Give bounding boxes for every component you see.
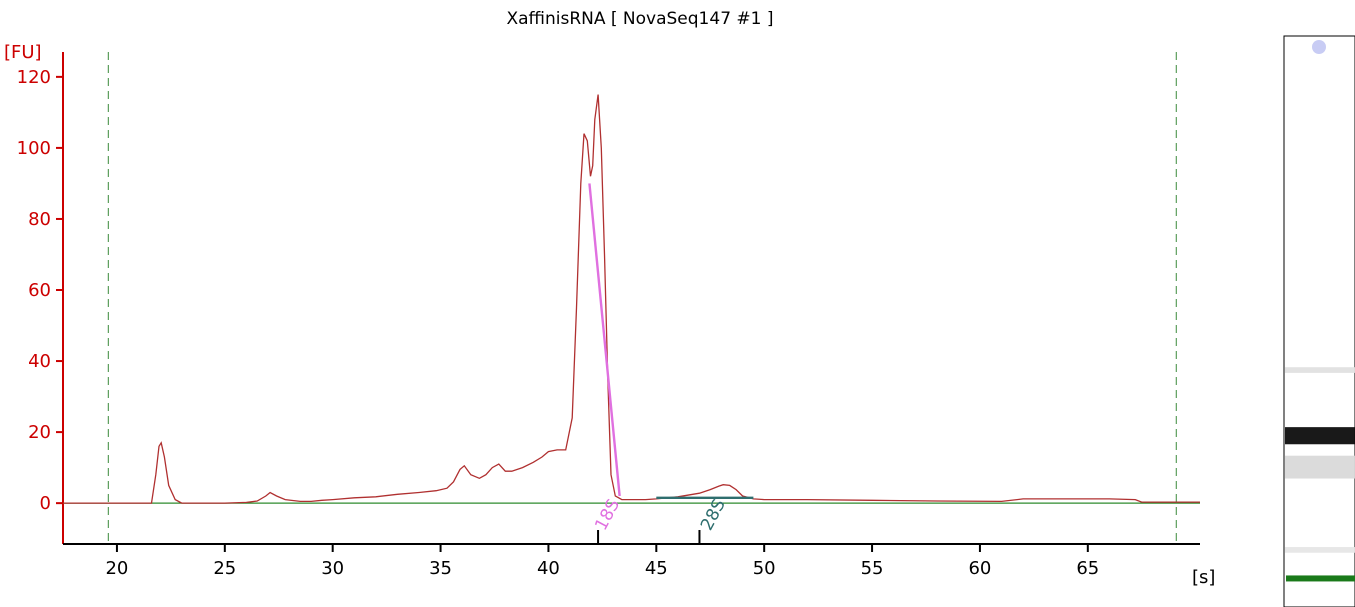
y-tick-label: 120: [17, 67, 51, 88]
x-tick-label: 50: [753, 558, 776, 579]
gel-marker-band: [1286, 575, 1355, 582]
x-tick-label: 45: [645, 558, 668, 579]
chart-title: XaffinisRNA [ NovaSeq147 #1 ]: [506, 9, 773, 29]
gel-band: [1285, 547, 1355, 553]
gel-band: [1285, 367, 1355, 373]
gel-lane: [1283, 35, 1355, 607]
y-tick-label: 0: [40, 493, 51, 514]
peak-label-28s: 28S: [697, 496, 730, 534]
y-axis-label: [FU]: [4, 42, 42, 63]
peak-region-18s: [588, 183, 621, 497]
x-tick-label: 55: [861, 558, 884, 579]
y-tick-label: 40: [28, 351, 51, 372]
x-tick-label: 25: [213, 558, 236, 579]
x-tick-label: 30: [321, 558, 344, 579]
x-tick-label: 65: [1076, 558, 1099, 579]
y-tick-label: 60: [28, 280, 51, 301]
y-tick-label: 80: [28, 209, 51, 230]
plot-area: 0 20 40 60 80 100 120 20 25 30 35 40 45 50 55 60 65 18S 28…: [17, 52, 1200, 579]
x-tick-label: 35: [429, 558, 452, 579]
gel-lane-frame: [1283, 35, 1355, 607]
peak-label-18s: 18S: [591, 496, 624, 534]
y-tick-label: 100: [17, 138, 51, 159]
y-tick-label: 20: [28, 422, 51, 443]
x-tick-label: 60: [968, 558, 991, 579]
gel-spot: [1312, 40, 1326, 54]
fluorescence-trace: [63, 94, 1200, 504]
x-tick-label: 20: [105, 558, 128, 579]
gel-band: [1285, 455, 1355, 479]
gel-band: [1285, 427, 1355, 445]
x-axis-label: [s]: [1192, 567, 1215, 588]
x-tick-label: 40: [537, 558, 560, 579]
